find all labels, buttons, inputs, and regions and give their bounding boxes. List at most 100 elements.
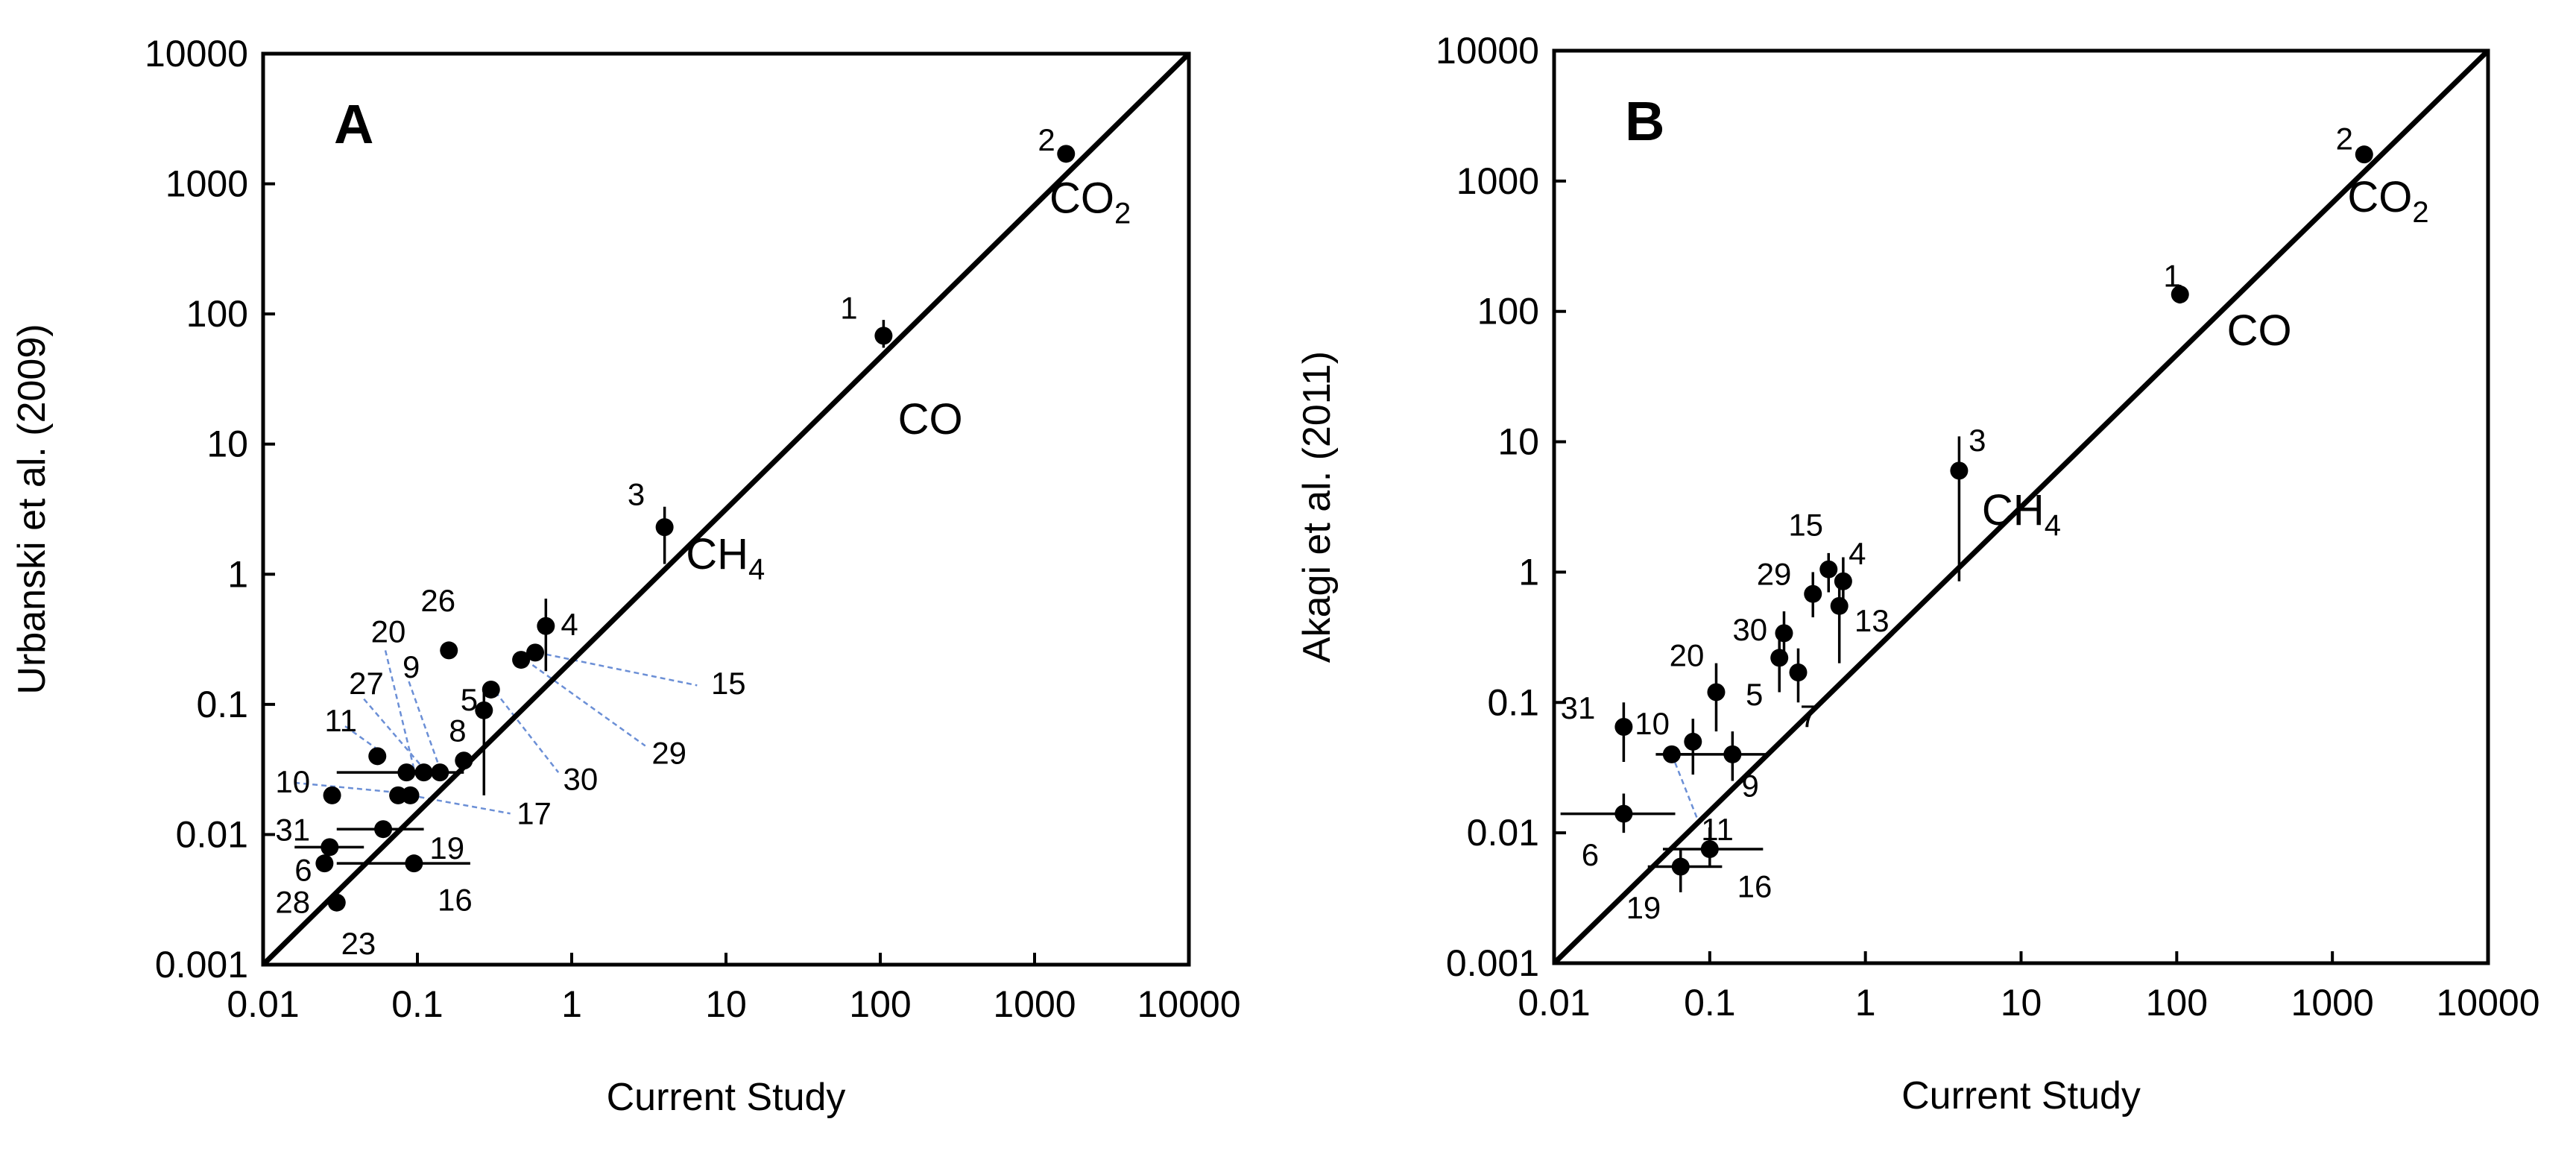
y-tick-label: 0.01 (1467, 812, 1539, 854)
point-label: 6 (294, 853, 312, 888)
data-point-26 (440, 641, 458, 660)
gas-annotation: CH4 (1982, 486, 2061, 542)
x-tick-label: 0.1 (1684, 982, 1736, 1024)
data-point-1 (874, 327, 893, 345)
point-label: 4 (1849, 536, 1866, 571)
data-point-6 (1614, 804, 1633, 823)
data-point-23 (327, 893, 346, 912)
data-point-15 (1819, 560, 1838, 578)
point-label: 11 (1701, 812, 1734, 847)
data-point-3 (1950, 461, 1969, 480)
y-tick-label: 0.001 (155, 944, 248, 986)
point-label: 2 (1038, 122, 1055, 157)
point-label: 4 (561, 607, 578, 642)
data-point-9 (431, 763, 449, 782)
data-point-10 (389, 786, 408, 804)
data-point-4 (537, 617, 555, 635)
data-point-15 (526, 643, 545, 662)
y-tick-label: 100 (1477, 291, 1539, 332)
point-label: 10 (275, 764, 310, 799)
data-point-10 (1684, 732, 1702, 751)
x-axis-title: Current Study (607, 1076, 846, 1119)
panel-label: B (1625, 90, 1664, 152)
leader-line (363, 698, 425, 770)
y-tick-label: 0.001 (1446, 942, 1539, 984)
data-point-20 (1707, 683, 1726, 702)
leader-line (384, 650, 415, 769)
data-point-13 (1830, 596, 1849, 615)
y-tick-label: 100 (186, 293, 248, 335)
point-label: 9 (402, 649, 420, 684)
point-label: 29 (1757, 556, 1792, 591)
point-label: 16 (438, 883, 473, 918)
data-point-9 (1723, 745, 1742, 763)
point-label: 19 (1626, 890, 1661, 925)
leader-line (410, 794, 511, 815)
point-label: 15 (711, 666, 746, 701)
data-point-29 (512, 651, 531, 669)
data-point-29 (1804, 584, 1822, 603)
x-tick-label: 10 (2001, 982, 2042, 1024)
point-label: 17 (517, 796, 552, 831)
point-label: 16 (1737, 869, 1772, 904)
gas-annotation: CH4 (686, 530, 765, 586)
chart-panel-a: 0.01 0.1 1 10 100 1000 100000.0010.010.1110100… (10, 33, 1241, 1119)
y-tick-label: 0.1 (196, 684, 248, 725)
leader-line (1670, 754, 1700, 823)
gas-annotation: CO2 (2347, 173, 2428, 229)
point-label: 9 (1741, 768, 1758, 803)
point-label: 3 (628, 477, 645, 512)
one-to-one-line (1552, 48, 2490, 965)
leader-line (494, 691, 560, 773)
data-point-27 (397, 763, 416, 782)
data-point-7 (1789, 663, 1808, 681)
point-label: 30 (564, 762, 599, 797)
point-label: 31 (1561, 690, 1596, 725)
data-point-16 (405, 854, 423, 873)
y-tick-label: 1 (1518, 551, 1539, 593)
data-point-11 (368, 747, 387, 766)
data-point-8 (455, 751, 473, 770)
data-point-19 (1671, 857, 1690, 876)
x-tick-label: 1 (561, 983, 582, 1025)
point-label: 10 (1635, 706, 1670, 741)
x-tick-label: 0.01 (227, 983, 299, 1025)
point-label: 26 (420, 583, 455, 618)
data-point-16 (1700, 839, 1719, 858)
point-label: 27 (349, 666, 384, 701)
x-tick-label: 100 (849, 983, 911, 1025)
point-label: 11 (324, 703, 357, 738)
point-label: 30 (1732, 612, 1767, 647)
data-point-6 (321, 838, 339, 857)
x-tick-label: 0.1 (391, 983, 443, 1025)
x-tick-label: 10000 (2436, 982, 2539, 1024)
data-point-1 (2171, 285, 2189, 303)
point-label: 5 (461, 682, 478, 717)
y-tick-label: 1 (227, 553, 248, 595)
x-tick-label: 100 (2146, 982, 2208, 1024)
x-axis-title: Current Study (1901, 1074, 2141, 1117)
x-tick-label: 0.01 (1518, 982, 1590, 1024)
y-tick-label: 10 (206, 423, 248, 465)
data-point-4 (1834, 572, 1852, 590)
point-label: 20 (1670, 638, 1705, 673)
data-point-30 (482, 680, 500, 699)
x-tick-label: 1000 (993, 983, 1076, 1025)
data-point-3 (655, 518, 674, 537)
point-label: 2 (2336, 121, 2353, 156)
x-tick-label: 1000 (2291, 982, 2374, 1024)
data-point-19 (374, 820, 393, 839)
point-label: 13 (1854, 603, 1890, 638)
y-axis-title: Urbanski et al. (2009) (10, 324, 54, 694)
x-tick-label: 1 (1855, 982, 1876, 1024)
leader-line (524, 659, 646, 747)
point-label: 5 (1746, 677, 1763, 712)
point-label: 19 (429, 830, 464, 866)
point-label: 3 (1969, 423, 1986, 458)
data-point-20 (414, 763, 433, 782)
y-tick-label: 1000 (1456, 160, 1539, 202)
x-tick-label: 10 (705, 983, 747, 1025)
gas-annotation: CO2 (1049, 174, 1131, 230)
